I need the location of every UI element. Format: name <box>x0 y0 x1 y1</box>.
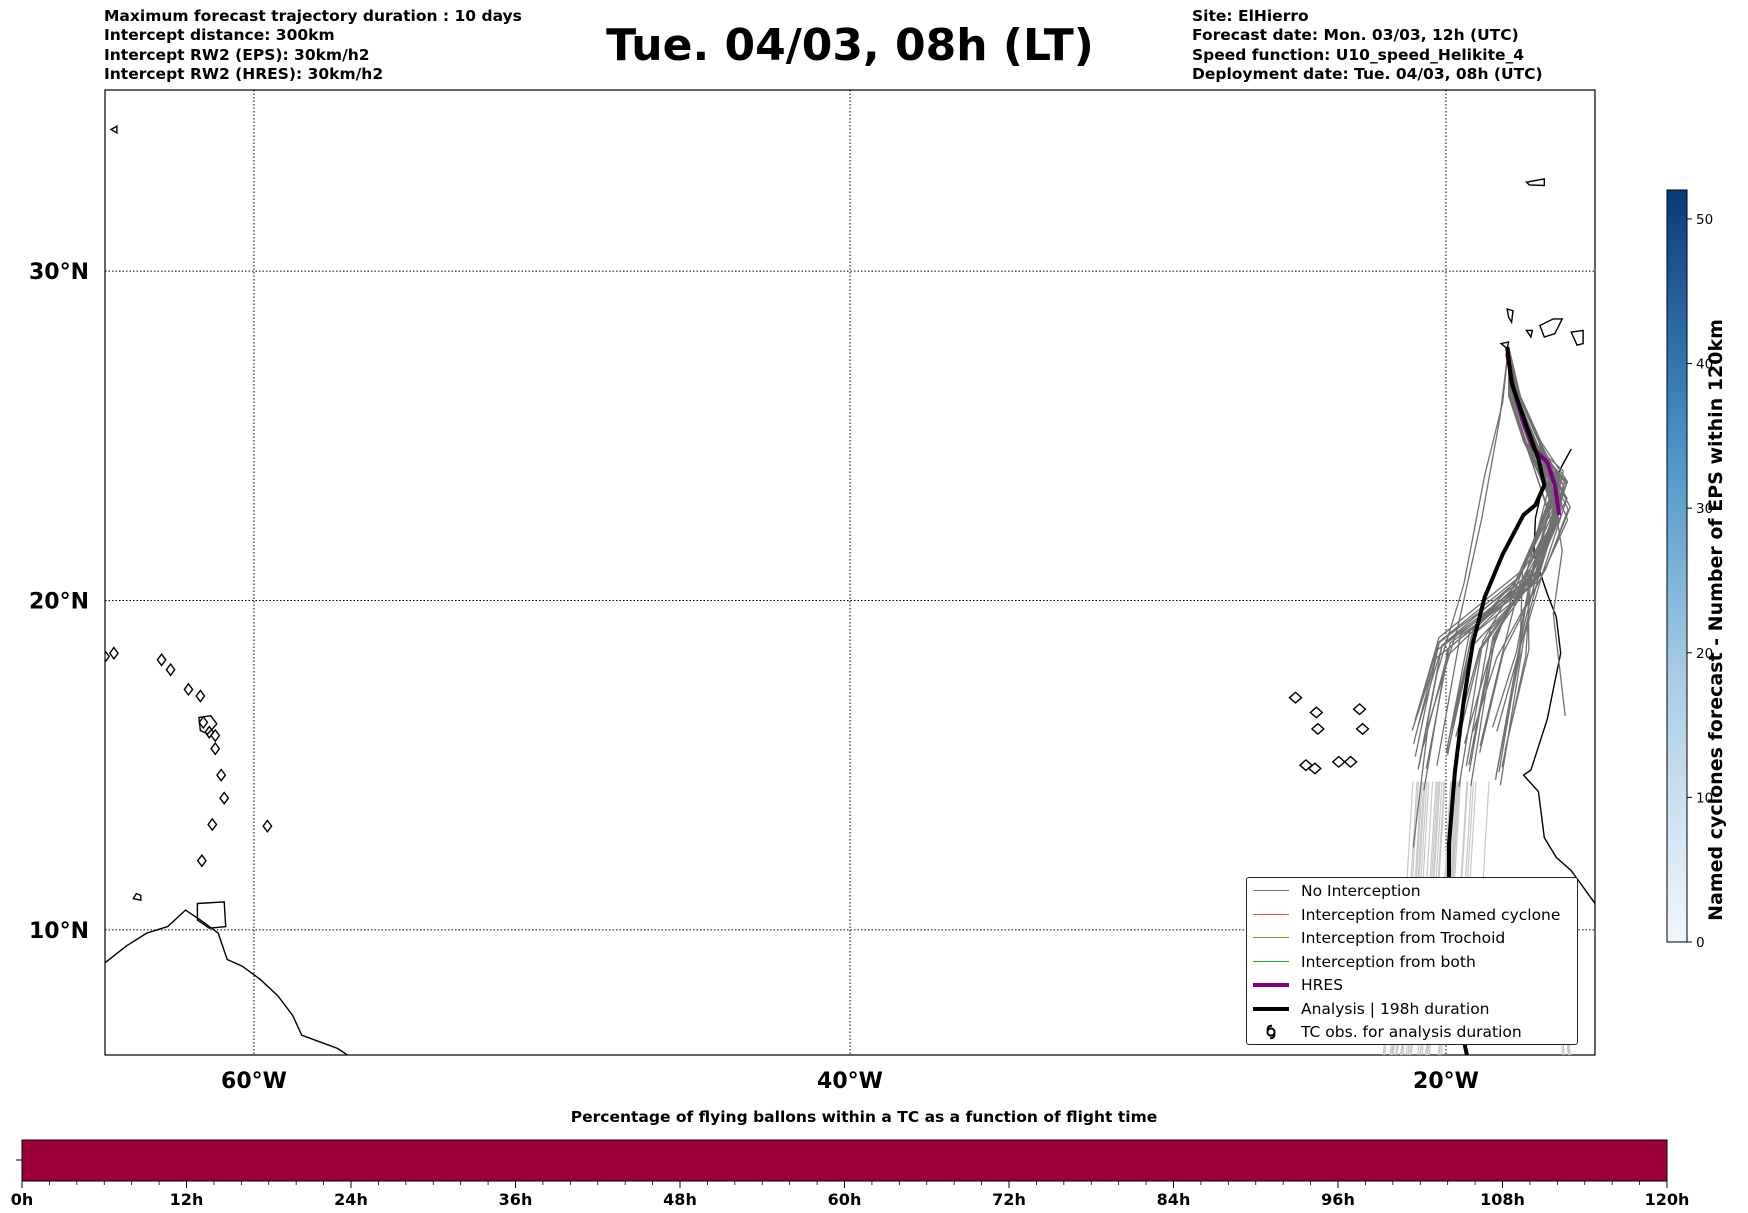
caribbean-island-coastline <box>198 715 209 730</box>
legend-label: Interception from both <box>1301 952 1476 971</box>
flight-time-tick-label: 96h <box>1321 1190 1355 1209</box>
caribbean-island-coastline <box>105 649 111 664</box>
flight-time-tick-label: 120h <box>1645 1190 1690 1209</box>
cape-verde-coastline <box>1288 691 1303 704</box>
map-title: Tue. 04/03, 08h (LT) <box>606 20 1094 71</box>
cape-verde-coastline <box>1343 755 1358 769</box>
colorbar-title: Named cyclones forecast - Number of EPS … <box>1705 319 1727 921</box>
cyclone-icon <box>1266 1024 1276 1040</box>
legend-item-no-interception: No Interception <box>1247 880 1577 902</box>
bermuda-coastline <box>109 125 118 134</box>
forecast-date-line: Forecast date: Mon. 03/03, 12h (UTC) <box>1192 26 1519 45</box>
caribbean-island-coastline <box>216 768 227 782</box>
la-palma-coastline <box>1506 308 1514 325</box>
forecast-parameters: Maximum forecast trajectory duration : 1… <box>104 7 522 84</box>
lat-tick-label: 30°N <box>29 260 89 285</box>
flight-time-title: Percentage of flying ballons within a TC… <box>570 1108 1158 1126</box>
cape-verde-coastline <box>1352 702 1367 716</box>
legend-label: Analysis | 198h duration <box>1301 999 1490 1018</box>
guadeloupe-coastline <box>198 715 218 735</box>
legend-item-both: Interception from both <box>1247 951 1577 973</box>
site-line: Site: ElHierro <box>1192 7 1309 25</box>
colorbar-tick-label: 30 <box>1696 501 1713 517</box>
flight-time-bar <box>21 1139 1668 1182</box>
flight-time-tick-label: 0h <box>11 1190 34 1209</box>
colorbar-tick-label: 0 <box>1696 935 1705 951</box>
el-hierro-coastline <box>1499 341 1510 350</box>
ensemble-trajectory <box>1423 346 1565 791</box>
caribbean-island-coastline <box>196 853 207 868</box>
legend-label: HRES <box>1301 976 1344 994</box>
caribbean-island-coastline <box>210 741 221 756</box>
flight-time-tick-label: 72h <box>992 1190 1026 1209</box>
flight-time-tick-label: 48h <box>663 1190 697 1209</box>
flight-time-ticks: 0h 12h 24h 36h 48h 60h 72h 84h 96h 108h 120h <box>11 1181 1690 1209</box>
caribbean-island-coastline <box>165 662 176 677</box>
colorbar-tick-label: 50 <box>1696 212 1713 228</box>
legend-item-hres: HRES <box>1247 974 1577 996</box>
flight-time-tick-label: 84h <box>1157 1190 1191 1209</box>
margarita-coastline <box>132 892 142 902</box>
cape-verde-coastline <box>1310 722 1325 736</box>
legend-item-named-cyclone: Interception from Named cyclone <box>1247 904 1577 926</box>
legend-label: No Interception <box>1301 882 1421 900</box>
cape-verde-coastline <box>1355 722 1370 736</box>
site-info: Site: ElHierro Forecast date: Mon. 03/03… <box>1192 7 1543 84</box>
gran-canaria-coastline <box>1570 329 1584 347</box>
legend: No Interception Interception from Named … <box>1246 877 1578 1045</box>
flight-time-tick-label: 36h <box>499 1190 533 1209</box>
south-america-coastline <box>105 909 349 1055</box>
caribbean-island-coastline <box>262 819 273 833</box>
caribbean-island-coastline <box>210 728 221 743</box>
parameter-line: Intercept RW2 (EPS): 30km/h2 <box>104 45 370 64</box>
parameter-line: Intercept distance: 300km <box>104 26 335 45</box>
speed-function-line: Speed function: U10_speed_Helikite_4 <box>1192 45 1525 64</box>
lon-tick-label: 60°W <box>221 1069 287 1094</box>
legend-label: Interception from Trochoid <box>1301 929 1506 947</box>
caribbean-island-coastline <box>183 682 194 697</box>
lat-tick-label: 10°N <box>29 919 89 944</box>
cape-verde-coastline <box>1309 706 1324 719</box>
caribbean-island-coastline <box>108 646 119 660</box>
lat-tick-label: 20°N <box>29 589 89 614</box>
caribbean-island-coastline <box>219 791 230 805</box>
legend-item-analysis: Analysis | 198h duration <box>1247 998 1577 1020</box>
colorbar-tick-label: 20 <box>1696 646 1713 662</box>
cape-verde-coastline <box>1307 762 1322 775</box>
tenerife-coastline <box>1539 318 1564 338</box>
la-gomera-coastline <box>1525 329 1534 339</box>
coastlines <box>105 125 1595 1055</box>
legend-label: Interception from Named cyclone <box>1301 905 1561 924</box>
colorbar-ticks: 0 10 20 30 40 50 <box>1687 212 1713 951</box>
parameter-line: Intercept RW2 (HRES): 30km/h2 <box>104 64 384 83</box>
flight-time-tick-label: 12h <box>170 1190 204 1209</box>
lon-tick-label: 20°W <box>1413 1069 1479 1094</box>
caribbean-island-coastline <box>195 689 206 703</box>
legend-item-trochoid: Interception from Trochoid <box>1247 927 1577 949</box>
axis-tick-labels: 30°N 20°N 10°N 60°W 40°W 20°W <box>29 260 1479 1094</box>
ensemble-trajectory <box>1436 346 1560 766</box>
legend-item-tc-obs: TC obs. for analysis duration <box>1247 1021 1577 1043</box>
cape-verde-coastline <box>1298 758 1313 772</box>
colorbar <box>1666 189 1688 943</box>
deployment-date-line: Deployment date: Tue. 04/03, 08h (UTC) <box>1192 64 1543 83</box>
flight-time-tick-label: 108h <box>1480 1190 1525 1209</box>
flight-time-tick-label: 60h <box>828 1190 862 1209</box>
caribbean-island-coastline <box>207 817 218 832</box>
colorbar-tick-label: 40 <box>1696 357 1713 373</box>
ensemble-trajectory <box>1418 346 1510 766</box>
ensemble-trajectory <box>1504 346 1569 751</box>
parameter-line: Maximum forecast trajectory duration : 1… <box>104 7 522 25</box>
legend-label: TC obs. for analysis duration <box>1301 1023 1522 1041</box>
colorbar-tick-label: 10 <box>1696 790 1713 806</box>
lon-tick-label: 40°W <box>817 1069 883 1094</box>
madeira-coastline <box>1525 178 1545 187</box>
trinidad-coastline <box>196 901 227 929</box>
caribbean-island-coastline <box>156 653 167 667</box>
flight-time-tick-label: 24h <box>334 1190 368 1209</box>
